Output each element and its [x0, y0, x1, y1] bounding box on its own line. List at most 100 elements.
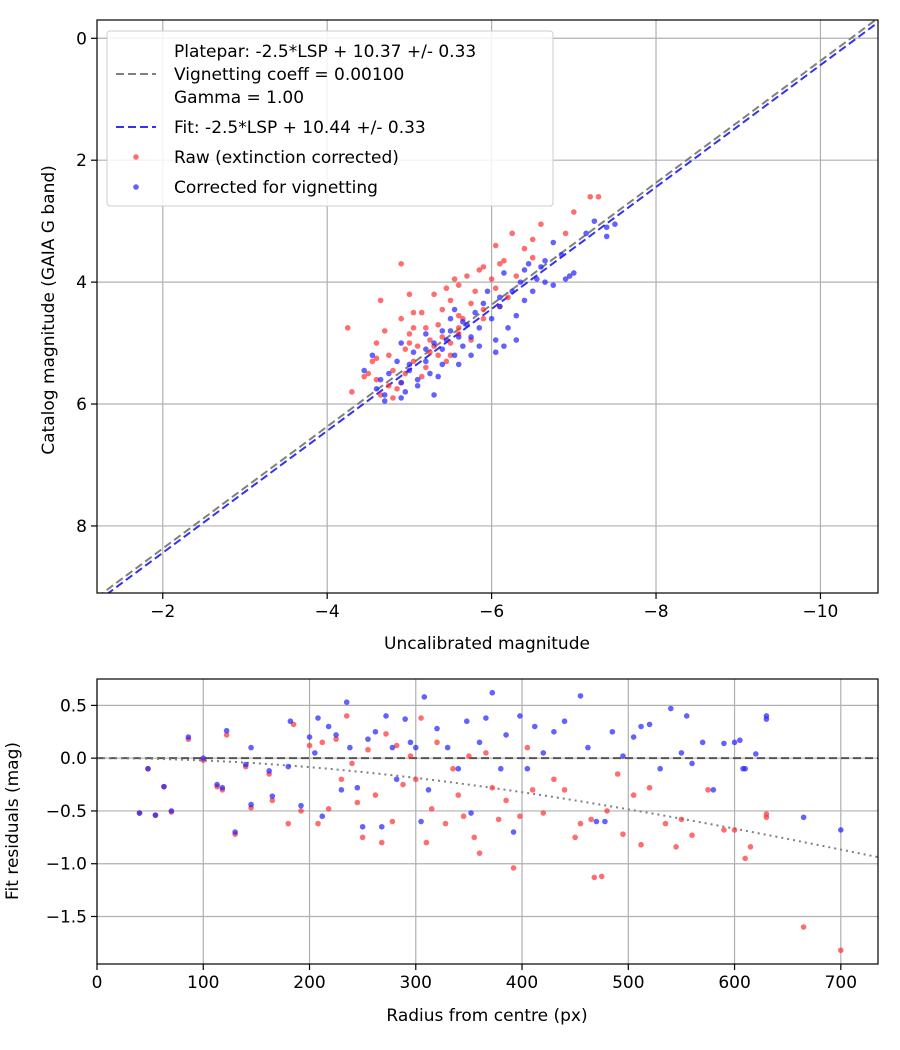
data-point — [524, 765, 531, 772]
data-point — [439, 346, 446, 352]
x-tick-label: −10 — [803, 602, 839, 622]
data-point — [464, 273, 470, 279]
data-point — [418, 373, 425, 380]
data-point — [562, 230, 569, 237]
data-point — [389, 818, 396, 825]
data-point — [838, 947, 844, 954]
data-point — [338, 787, 345, 793]
data-point — [434, 725, 440, 732]
data-point — [425, 787, 432, 793]
data-point — [412, 776, 419, 783]
data-point — [269, 797, 276, 804]
data-point — [595, 193, 602, 200]
data-point — [285, 820, 292, 827]
data-point — [298, 802, 304, 809]
data-point — [378, 839, 385, 846]
legend-platepar-line1: Platepar: -2.5*LSP + 10.37 +/- 0.33 — [174, 42, 476, 62]
data-point — [551, 776, 557, 783]
data-point — [407, 753, 414, 759]
data-point — [325, 806, 332, 812]
data-point — [551, 728, 557, 735]
data-point — [359, 834, 366, 841]
data-point — [521, 245, 528, 252]
data-point — [464, 321, 470, 328]
data-point — [372, 792, 379, 798]
data-point — [315, 715, 321, 721]
data-point — [572, 834, 578, 841]
data-point — [398, 395, 404, 401]
bottom-chart: 0 100 200 300 400 500 600 700 0.5 0.0 −0.5 −1.0 −1.… — [3, 678, 879, 1026]
data-point — [542, 279, 548, 285]
data-point — [443, 358, 450, 365]
data-point — [731, 739, 738, 746]
data-point — [753, 751, 759, 757]
data-point — [423, 364, 429, 371]
data-point — [521, 297, 528, 304]
data-point — [593, 818, 600, 825]
data-point — [344, 325, 351, 331]
data-point — [489, 689, 496, 696]
data-point — [414, 382, 421, 389]
data-point — [393, 742, 400, 749]
data-point — [442, 820, 449, 827]
y-tick-label: 8 — [76, 517, 87, 537]
data-point — [531, 723, 538, 730]
data-point — [583, 230, 589, 237]
data-point — [630, 734, 637, 740]
data-point — [377, 297, 384, 304]
data-point — [529, 787, 536, 793]
data-point — [540, 810, 547, 816]
data-point — [450, 765, 456, 772]
data-point — [476, 325, 483, 331]
data-point — [145, 765, 151, 772]
data-point — [480, 315, 487, 322]
data-point — [571, 209, 577, 215]
top-axes-frame — [96, 19, 879, 594]
data-point — [418, 715, 424, 721]
top-chart: −2 −4 −6 −8 −10 0 2 4 6 8 Uncalibrated magnitude… — [39, 19, 879, 654]
data-point — [492, 349, 499, 356]
data-point — [447, 340, 454, 346]
data-point — [377, 376, 384, 383]
data-point — [319, 739, 326, 746]
data-point — [306, 734, 313, 740]
data-point — [466, 753, 472, 759]
data-point — [369, 358, 376, 365]
data-point — [577, 820, 584, 827]
data-point — [219, 784, 226, 791]
bottom-y-ticks: 0.5 0.0 −0.5 −1.0 −1.5 — [46, 696, 97, 928]
data-point — [800, 924, 807, 930]
y-tick-label: −0.5 — [46, 802, 87, 822]
bottom-scatter-points — [136, 689, 844, 954]
data-point — [468, 810, 474, 816]
data-point — [418, 818, 424, 825]
data-point — [483, 715, 489, 721]
data-point — [365, 736, 371, 742]
data-point — [435, 321, 441, 328]
data-point — [410, 325, 417, 331]
data-point — [497, 294, 503, 301]
data-point — [285, 763, 292, 770]
x-tick-label: 200 — [293, 973, 325, 993]
data-point — [386, 382, 392, 389]
data-point — [488, 315, 495, 322]
data-point — [398, 261, 404, 267]
data-point — [435, 352, 441, 359]
data-point — [343, 699, 350, 706]
data-point — [242, 761, 249, 768]
data-point — [386, 370, 392, 377]
data-point — [223, 732, 230, 738]
data-point — [223, 727, 230, 734]
legend-raw: Raw (extinction corrected) — [174, 148, 399, 168]
data-point — [510, 865, 517, 871]
data-point — [431, 291, 437, 298]
top-fit-lines — [101, 20, 878, 593]
data-point — [476, 343, 483, 349]
y-tick-label: −1.5 — [46, 908, 87, 928]
legend-corrected: Corrected for vignetting — [174, 178, 378, 198]
data-point — [550, 282, 557, 288]
data-point — [383, 713, 389, 719]
x-tick-label: 600 — [718, 973, 750, 993]
fit-line — [106, 21, 878, 593]
data-point — [737, 737, 743, 744]
